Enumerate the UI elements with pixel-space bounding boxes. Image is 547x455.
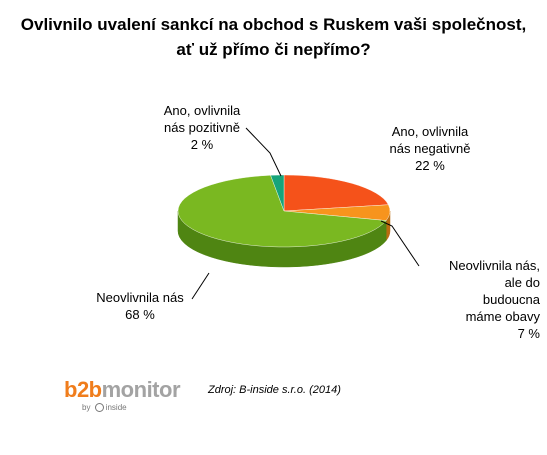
source-note: Zdroj: B-inside s.r.o. (2014)	[208, 384, 341, 396]
slice-label-not-affected-line-1: Neovlivnila nás	[96, 290, 184, 305]
logo-byline: by inside	[82, 403, 127, 412]
b2bmonitor-logo: b2bmonitor	[64, 377, 181, 402]
pie-tops	[177, 174, 391, 248]
slice-label-negative-line-1: Ano, ovlivnila	[391, 124, 469, 139]
byline-brand: inside	[105, 403, 127, 412]
leader-line-concerns	[380, 220, 420, 267]
slice-label-positive-line-2: nás pozitivně	[164, 120, 240, 135]
slice-label-positive-value: 2 %	[190, 137, 214, 152]
slice-label-concerns-value: 7 %	[517, 326, 540, 341]
pie-slice-4	[270, 174, 285, 212]
slice-label-concerns-line-2: ale do	[504, 275, 540, 290]
byline-prefix: by	[82, 403, 91, 412]
title-line-1: Ovlivnilo uvalení sankcí na obchod s Rus…	[20, 15, 527, 34]
slice-label-negative: Ano, ovlivnila nás negativně 22 %	[375, 123, 485, 174]
pie-slice-3	[177, 175, 387, 248]
slice-label-negative-value: 22 %	[415, 158, 445, 173]
b-inside-ring-icon	[94, 403, 104, 412]
logo-monitor-text: monitor	[101, 377, 181, 402]
slice-label-not-affected-value: 68 %	[125, 307, 155, 322]
slice-label-concerns-line-1: Neovlivnila nás,	[448, 258, 540, 273]
logo-b2b-text: b2b	[64, 377, 102, 402]
slice-label-concerns-line-4: máme obavy	[465, 309, 540, 324]
slice-label-positive: Ano, ovlivnila nás pozitivně 2 %	[148, 102, 256, 153]
slice-label-concerns: Neovlivnila nás, ale do budoucna máme ob…	[420, 257, 540, 342]
slice-label-concerns-line-3: budoucna	[482, 292, 540, 307]
leader-line-positive	[245, 127, 282, 177]
leader-line-not-affected	[191, 272, 210, 300]
pie-slice-1	[283, 174, 389, 212]
slice-label-negative-line-2: nás negativně	[389, 141, 471, 156]
chart-title: Ovlivnilo uvalení sankcí na obchod s Rus…	[0, 12, 547, 62]
title-line-2: ať už přímo či nepřímo?	[176, 40, 371, 59]
slice-label-positive-line-1: Ano, ovlivnila	[163, 103, 241, 118]
slice-label-not-affected: Neovlivnila nás 68 %	[80, 289, 200, 323]
